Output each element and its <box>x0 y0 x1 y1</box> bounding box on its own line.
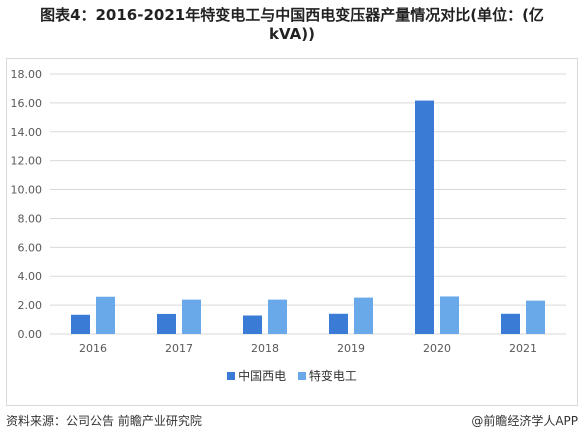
legend-item-series-1: 中国西电 <box>227 367 286 384</box>
bar-series-1-2019 <box>329 313 348 334</box>
bar-series-2-2018 <box>268 299 287 334</box>
y-tick-label: 12.00 <box>11 155 43 168</box>
bars <box>71 100 545 334</box>
legend-swatch-series-1 <box>227 371 236 380</box>
bar-series-2-2016 <box>96 296 115 334</box>
y-tick-label: 4.00 <box>18 270 43 283</box>
x-tick-label: 2020 <box>423 342 451 355</box>
bar-series-1-2017 <box>157 313 176 334</box>
legend: 中国西电 特变电工 <box>0 367 584 384</box>
legend-swatch-series-2 <box>297 371 306 380</box>
y-tick-label: 10.00 <box>11 184 43 197</box>
plot-frame <box>6 58 578 406</box>
bar-series-2-2021 <box>526 300 545 334</box>
y-tick-label: 8.00 <box>18 212 43 225</box>
bar-series-1-2018 <box>243 315 262 334</box>
y-tick-label: 18.00 <box>11 68 43 81</box>
x-tick-label: 2019 <box>337 342 365 355</box>
footer: 资料来源：公司公告 前瞻产业研究院 @前瞻经济学人APP <box>0 409 584 433</box>
legend-item-series-2: 特变电工 <box>297 367 357 384</box>
bar-series-2-2017 <box>182 299 201 334</box>
bar-series-1-2020 <box>415 100 434 334</box>
brand-credit: @前瞻经济学人APP <box>471 414 578 428</box>
bar-series-1-2016 <box>71 314 90 334</box>
y-tick-label: 2.00 <box>18 299 43 312</box>
x-tick-label: 2017 <box>165 342 193 355</box>
chart-title: 图表4：2016-2021年特变电工与中国西电变压器产量情况对比(单位：(亿 k… <box>0 6 584 44</box>
bar-series-2-2020 <box>440 296 459 334</box>
y-tick-label: 14.00 <box>11 126 43 139</box>
x-tick-label: 2016 <box>79 342 107 355</box>
legend-label-series-1: 中国西电 <box>238 369 287 383</box>
y-tick-label: 6.00 <box>18 241 43 254</box>
x-tick-label: 2021 <box>509 342 537 355</box>
grid-lines <box>50 73 566 335</box>
bar-series-1-2021 <box>501 313 520 334</box>
y-tick-label: 0.00 <box>18 328 43 341</box>
chart-title-line-2: kVA)) <box>269 25 315 43</box>
y-tick-label: 16.00 <box>11 97 43 110</box>
x-axis-ticks: 2016 2017 2018 2019 2020 2021 <box>79 342 537 355</box>
x-tick-label: 2018 <box>251 342 279 355</box>
legend-label-series-2: 特变电工 <box>308 369 357 383</box>
bar-series-2-2019 <box>354 297 373 334</box>
chart-title-line-1: 图表4：2016-2021年特变电工与中国西电变压器产量情况对比(单位：(亿 <box>40 6 544 24</box>
y-axis-ticks: 0.00 2.00 4.00 6.00 8.00 10.00 12.00 14.00 16.00… <box>11 68 43 341</box>
source-note: 资料来源：公司公告 前瞻产业研究院 <box>6 414 202 428</box>
